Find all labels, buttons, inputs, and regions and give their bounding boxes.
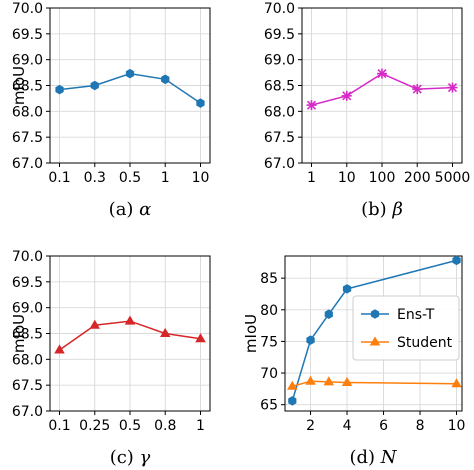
y-tick-label: 67.0 [12, 404, 43, 420]
y-tick-label: 69.5 [12, 275, 43, 291]
data-point-s0-3 [412, 84, 423, 95]
plot-frame [284, 255, 463, 412]
x-tick-label: 100 [369, 170, 396, 186]
y-tick-label: 80 [260, 303, 278, 319]
data-point-s0-0 [306, 100, 317, 111]
y-tick-label: 68.0 [264, 104, 295, 120]
x-tick-label: 0.8 [154, 418, 176, 434]
y-tick-label: 70.0 [12, 1, 43, 17]
x-tick-label: 1 [196, 418, 205, 434]
chart-panel-a: 70.0 69.5 69.0 68.5 68.0 67.5 67.0 0.1 0.3 0.5 1 10… [10, 1, 211, 220]
y-tick-label: 70 [260, 366, 278, 382]
data-point-s0-0 [54, 344, 65, 354]
legend-label-0: Ens-T [397, 307, 435, 323]
x-tick-label: 8 [416, 418, 425, 434]
data-point-s0-4 [447, 82, 458, 93]
x-tick-label: 1 [161, 170, 170, 186]
x-tick-label: 0.25 [79, 418, 110, 434]
panel-caption: (c) γ [110, 447, 151, 468]
panel-caption-letter: (d) [349, 447, 380, 468]
series-line-1 [292, 380, 457, 388]
data-point-s0-2 [125, 68, 135, 79]
y-tick-label: 68.0 [12, 104, 43, 120]
legend-label-1: Student [397, 335, 453, 351]
y-tick-label: 68.5 [264, 79, 295, 95]
y-tick-label: 85 [260, 271, 278, 287]
panel-caption: (b) β [361, 199, 403, 220]
x-tick-label: 0.1 [48, 170, 70, 186]
data-point-s1-1 [305, 375, 316, 385]
data-point-s0-4 [452, 255, 461, 266]
legend-marker-0 [370, 309, 380, 319]
chart-panel-b: 70.0 69.5 69.0 68.5 68.0 67.5 67.0 1 10 100 200 500… [264, 1, 470, 220]
y-tick-label: 69.0 [12, 301, 43, 317]
panel-caption-variable: N [380, 447, 398, 468]
x-tick-label: 0.3 [84, 170, 106, 186]
y-tick-label: 70.0 [12, 249, 43, 265]
x-tick-label: 6 [379, 418, 388, 434]
data-point-s1-2 [323, 376, 335, 386]
data-point-s0-3 [342, 284, 352, 294]
y-tick-label: 67.0 [12, 156, 43, 172]
panel-caption-letter: (a) [109, 199, 140, 220]
y-tick-label: 67.5 [12, 130, 43, 146]
panel-caption-variable: γ [140, 447, 151, 468]
panel-caption-letter: (c) [110, 447, 140, 468]
y-tick-label: 75 [260, 334, 278, 350]
x-tick-label: 10 [338, 170, 356, 186]
x-tick-label: 200 [404, 170, 431, 186]
data-point-s0-2 [377, 68, 387, 79]
data-point-s1-4 [451, 378, 462, 388]
panel-caption-variable: β [391, 199, 402, 220]
x-tick-label: 5000 [435, 170, 471, 186]
y-tick-label: 65 [260, 398, 278, 414]
y-tick-label: 69.0 [264, 53, 295, 69]
y-tick-label: 69.5 [12, 27, 43, 43]
x-tick-label: 1 [307, 170, 316, 186]
x-tick-label: 2 [306, 418, 315, 434]
x-tick-label: 0.5 [119, 418, 141, 434]
data-point-s0-3 [160, 327, 171, 337]
panel-caption: (d) N [349, 447, 397, 468]
y-tick-label: 69.5 [264, 27, 295, 43]
x-tick-label: 0.1 [48, 418, 70, 434]
y-tick-label: 67.5 [12, 378, 43, 394]
y-tick-label: 69.0 [12, 53, 43, 69]
panel-caption: (a) α [109, 199, 152, 220]
y-axis-title: mIoU [242, 314, 260, 353]
y-tick-label: 68.5 [12, 327, 43, 343]
y-axis-title: mIoU [10, 314, 28, 353]
data-point-s1-3 [341, 376, 353, 386]
y-tick-label: 70.0 [264, 1, 295, 17]
x-tick-label: 10 [192, 170, 210, 186]
data-point-s0-2 [124, 315, 136, 325]
legend-box [352, 295, 460, 361]
data-point-s0-1 [306, 335, 315, 345]
y-tick-label: 68.0 [12, 352, 43, 368]
data-point-s0-4 [195, 333, 206, 343]
data-point-s0-3 [161, 74, 170, 85]
x-tick-label: 0.5 [119, 170, 141, 186]
data-point-s0-2 [324, 309, 333, 319]
y-tick-label: 67.0 [264, 156, 295, 172]
chart-panel-c: 70.0 69.5 69.0 68.5 68.0 67.5 67.0 0.1 0.25 0.5 0.… [10, 249, 211, 468]
y-tick-label: 67.5 [264, 130, 295, 146]
data-point-s0-0 [288, 396, 297, 406]
legend-marker-1 [369, 336, 381, 346]
data-point-s0-1 [341, 90, 352, 101]
data-point-s0-1 [90, 80, 99, 91]
data-point-s0-1 [89, 319, 100, 329]
data-point-s1-0 [287, 380, 298, 390]
y-tick-label: 68.5 [12, 79, 43, 95]
data-point-s0-4 [196, 98, 205, 108]
y-axis-title: mIoU [10, 66, 28, 105]
data-point-s0-0 [55, 84, 64, 95]
chart-panel-d: 85 80 75 70 65 2 4 6 8 10 mIoU Ens-T Student (d) N [242, 255, 466, 468]
x-tick-label: 10 [448, 418, 466, 434]
panel-caption-letter: (b) [361, 199, 392, 220]
panel-caption-variable: α [139, 199, 151, 220]
x-tick-label: 4 [343, 418, 352, 434]
